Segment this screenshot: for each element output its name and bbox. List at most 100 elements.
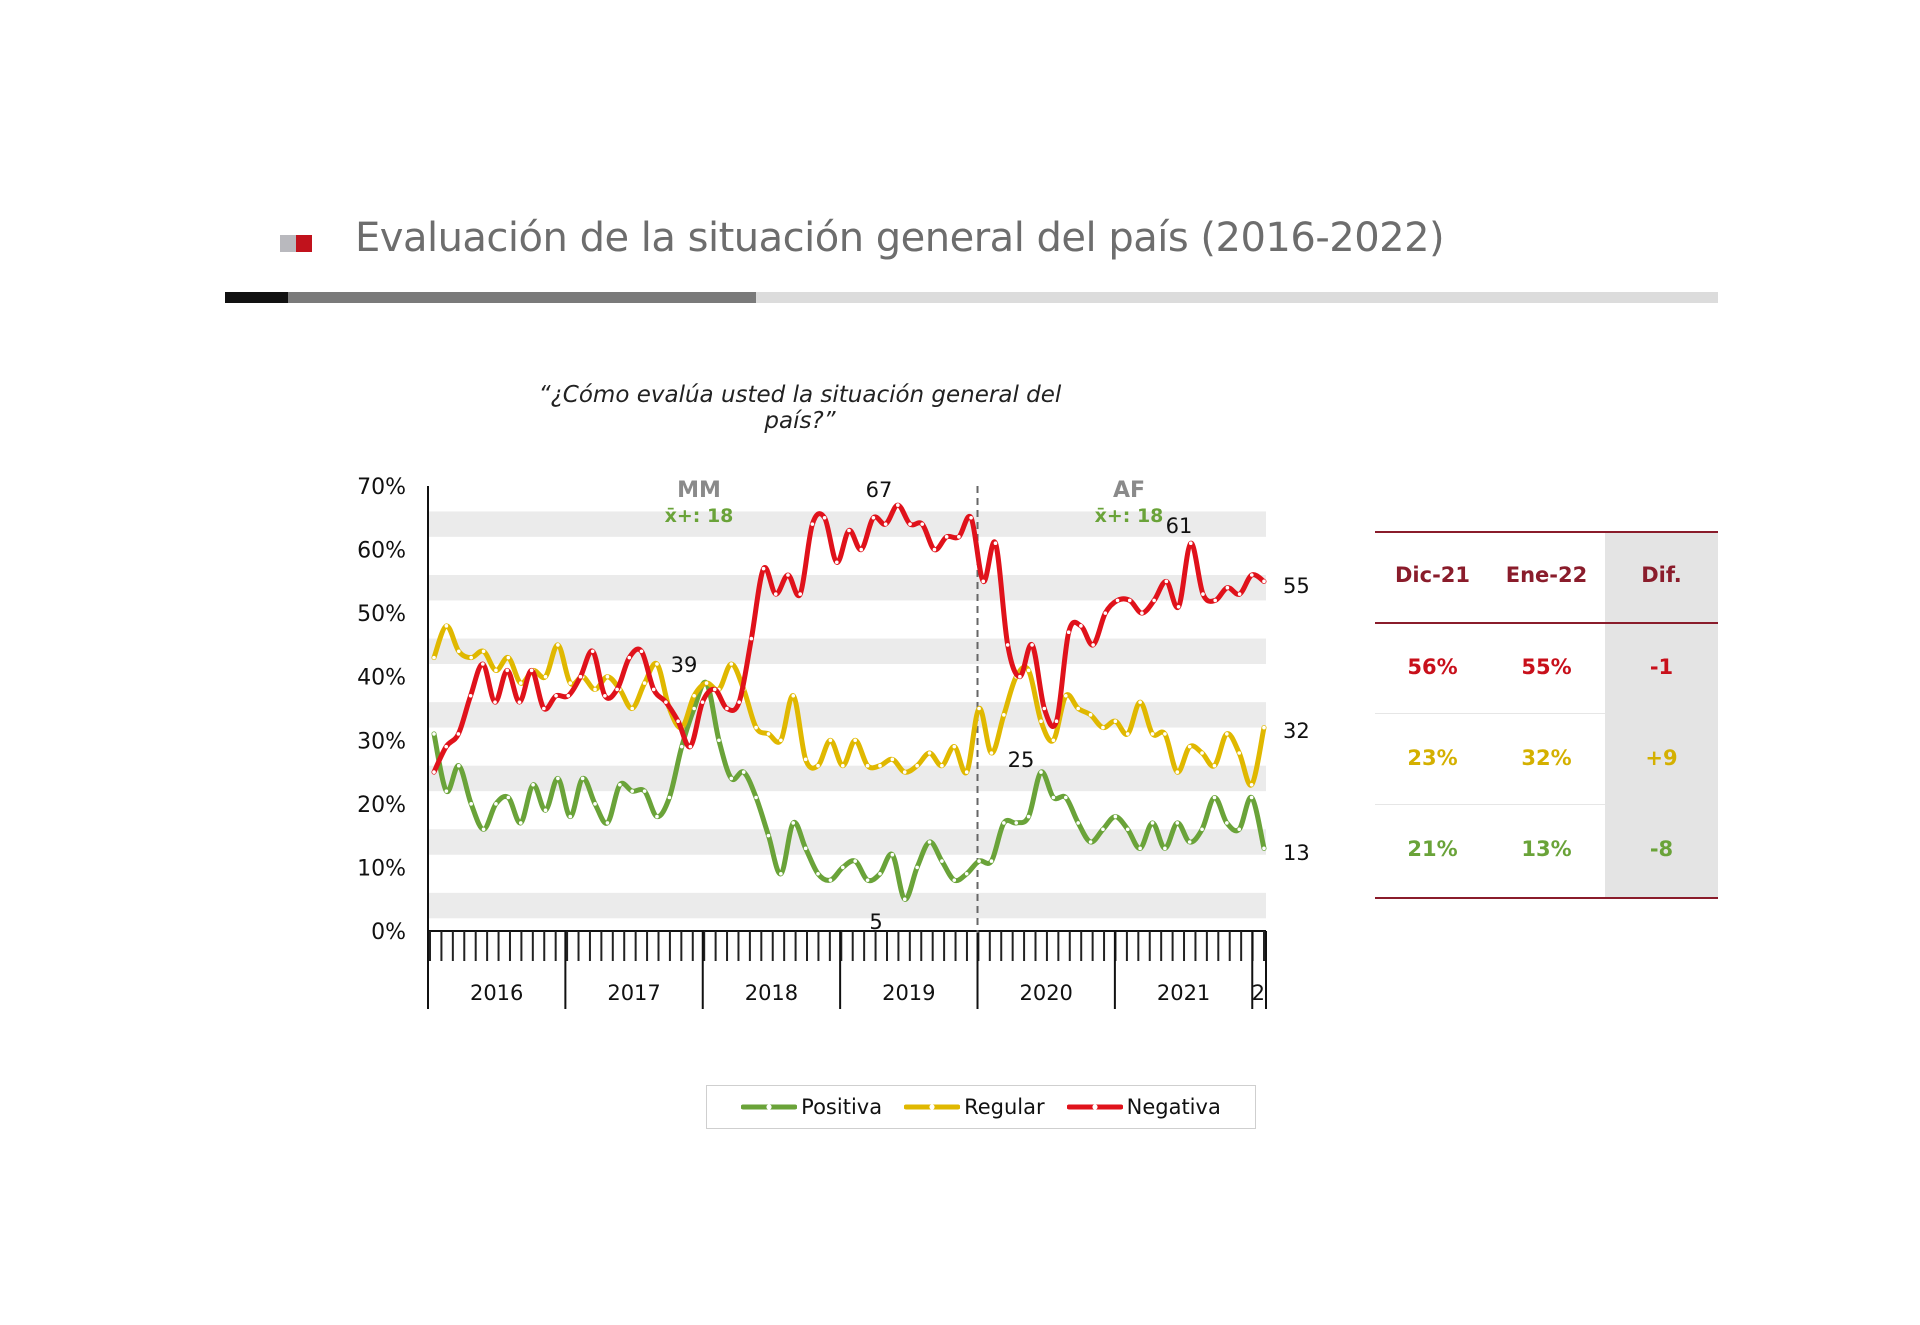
data-point-positiva: [927, 840, 932, 844]
data-point-negativa: [993, 541, 998, 546]
data-point-negativa: [749, 636, 754, 641]
data-point-positiva: [1014, 821, 1019, 825]
data-point-negativa: [542, 706, 546, 711]
data-point-positiva: [531, 782, 535, 787]
data-point-positiva: [803, 846, 808, 851]
data-point-negativa: [688, 744, 693, 749]
table-header-dif: Dif.: [1641, 563, 1682, 587]
data-point-negativa: [834, 560, 839, 565]
data-label: 13: [1283, 841, 1310, 865]
data-point-negativa: [981, 579, 986, 584]
data-point-positiva: [1113, 814, 1118, 819]
data-point-regular: [803, 757, 808, 762]
data-point-negativa: [1005, 643, 1010, 647]
data-point-negativa: [957, 535, 961, 539]
data-point-regular: [568, 681, 573, 685]
data-point-negativa: [1164, 579, 1169, 584]
data-point-regular: [816, 763, 820, 768]
data-point-regular: [952, 744, 957, 749]
data-point-positiva: [1237, 827, 1242, 832]
data-point-positiva: [779, 871, 783, 876]
data-point-negativa: [1140, 611, 1144, 615]
data-point-regular: [593, 687, 597, 692]
data-point-positiva: [791, 821, 796, 825]
data-point-positiva: [1088, 840, 1093, 844]
data-point-positiva: [580, 776, 585, 781]
data-point-positiva: [593, 802, 597, 806]
data-point-regular: [543, 674, 548, 679]
y-tick-label: 40%: [357, 666, 406, 691]
data-point-negativa: [432, 770, 436, 774]
data-point-positiva: [456, 763, 461, 768]
divider: [225, 292, 288, 303]
data-point-negativa: [554, 693, 558, 698]
data-point-regular: [977, 706, 981, 711]
data-point-positiva: [890, 852, 895, 857]
data-point-positiva: [506, 795, 511, 800]
data-point-regular: [506, 655, 511, 660]
data-point-positiva: [1138, 846, 1142, 851]
data-point-negativa: [1262, 579, 1266, 584]
data-point-positiva: [1212, 795, 1217, 800]
data-point-negativa: [896, 503, 900, 507]
data-point-negativa: [871, 515, 876, 520]
chart-legend: Positiva Regular Negativa: [706, 1085, 1256, 1129]
table-cell-regular-dic: 23%: [1407, 746, 1458, 770]
x-tick-label: 2021: [1157, 981, 1210, 1005]
divider: [756, 292, 1718, 303]
data-point-regular: [1187, 744, 1192, 749]
data-point-regular: [964, 770, 969, 774]
data-point-negativa: [810, 522, 815, 526]
data-point-regular: [853, 738, 857, 743]
data-point-negativa: [676, 719, 680, 724]
data-point-regular: [1002, 713, 1006, 717]
data-point-negativa: [944, 535, 949, 539]
data-point-negativa: [712, 687, 717, 692]
period-average: x̄+: 18: [665, 505, 734, 527]
data-point-negativa: [1152, 598, 1156, 603]
data-point-negativa: [822, 515, 827, 520]
data-point-positiva: [432, 732, 436, 736]
data-point-negativa: [468, 693, 473, 698]
table-cell-positiva-dif: -8: [1649, 837, 1674, 861]
legend-label: Positiva: [801, 1095, 883, 1119]
data-point-regular: [1125, 732, 1130, 736]
data-point-positiva: [692, 706, 696, 711]
data-point-negativa: [505, 668, 510, 673]
divider: [288, 292, 756, 303]
grid-band: [428, 638, 1266, 664]
data-point-negativa: [786, 573, 790, 577]
data-point-regular: [1212, 763, 1217, 768]
data-point-negativa: [798, 592, 802, 596]
data-point-regular: [444, 624, 449, 628]
data-point-regular: [1150, 732, 1155, 736]
data-point-positiva: [1163, 846, 1167, 851]
data-point-positiva: [444, 789, 449, 793]
legend-line-negativa-icon: [1066, 1104, 1123, 1110]
data-point-regular: [841, 763, 845, 768]
data-label: 55: [1283, 574, 1310, 598]
data-point-positiva: [1026, 814, 1031, 819]
data-point-negativa: [1054, 719, 1059, 724]
y-tick-label: 30%: [357, 729, 406, 754]
table-header-dic: Dic-21: [1394, 563, 1471, 587]
data-point-positiva: [915, 865, 919, 870]
data-point-regular: [865, 763, 870, 768]
data-label: 39: [671, 653, 698, 677]
data-point-regular: [556, 643, 560, 647]
data-point-negativa: [920, 522, 925, 526]
data-point-negativa: [969, 515, 973, 520]
data-point-negativa: [1225, 585, 1230, 590]
data-point-positiva: [865, 878, 870, 882]
data-point-regular: [1051, 738, 1056, 743]
data-point-regular: [1063, 693, 1068, 698]
data-point-positiva: [642, 789, 647, 793]
data-point-regular: [1076, 706, 1080, 711]
y-tick-label: 70%: [357, 475, 406, 500]
x-tick-label: 2016: [470, 981, 523, 1005]
data-point-regular: [890, 757, 895, 762]
grid-band: [428, 702, 1266, 728]
data-point-regular: [456, 649, 461, 654]
data-point-regular: [518, 681, 523, 685]
data-point-regular: [1262, 725, 1266, 730]
